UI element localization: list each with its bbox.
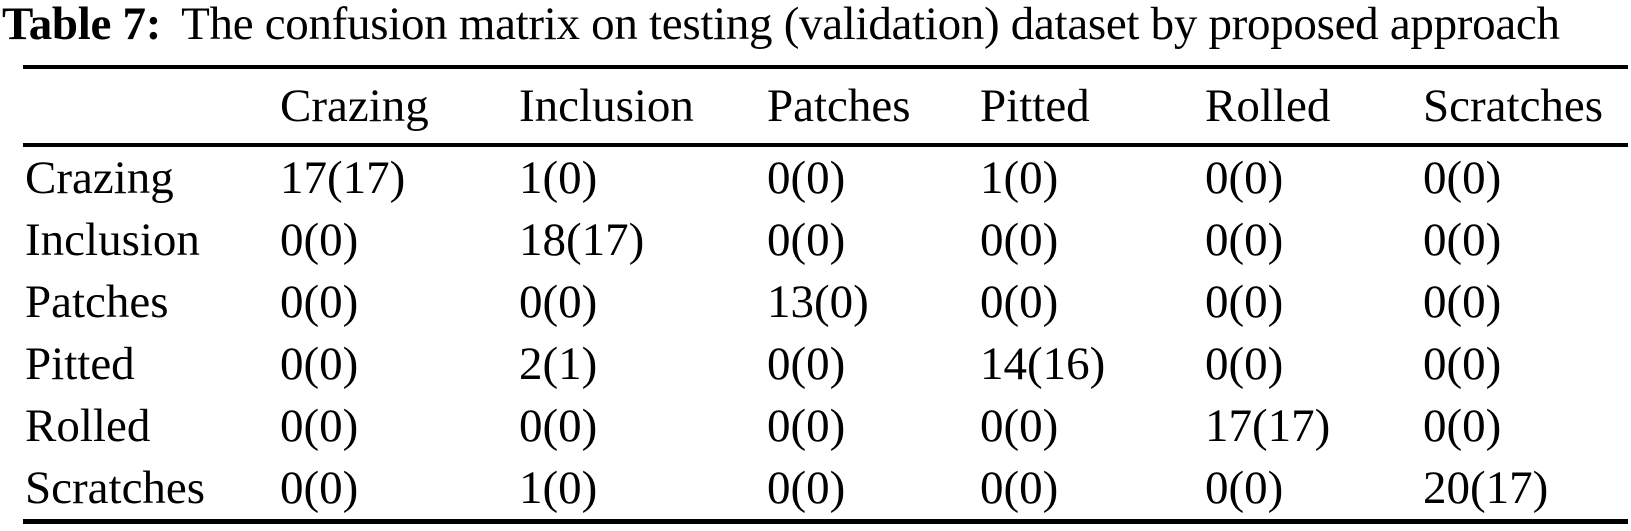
matrix-cell: 0(0) (1205, 214, 1284, 266)
column-header-rolled: Rolled (1205, 67, 1423, 147)
matrix-cell: 0(0) (1423, 276, 1502, 328)
matrix-cell: 0(0) (519, 400, 598, 452)
matrix-cell: 0(0) (1423, 338, 1502, 390)
matrix-cell: 18(17) (519, 214, 645, 266)
row-header-inclusion: Inclusion (25, 214, 200, 266)
matrix-cell: 0(0) (980, 400, 1059, 452)
table-row-inclusion: Inclusion 0(0) 18(17) 0(0) 0(0) 0(0) 0(0… (23, 209, 1628, 271)
matrix-cell: 17(17) (1205, 400, 1331, 452)
matrix-cell: 0(0) (980, 462, 1059, 514)
row-header-rolled: Rolled (25, 400, 151, 452)
matrix-cell: 0(0) (1423, 152, 1502, 204)
column-header-pitted: Pitted (980, 67, 1205, 147)
matrix-cell: 0(0) (519, 276, 598, 328)
matrix-cell: 0(0) (1205, 276, 1284, 328)
matrix-cell: 0(0) (1423, 214, 1502, 266)
matrix-cell: 0(0) (767, 152, 846, 204)
table-caption: Table 7: The confusion matrix on testing … (2, 0, 1560, 52)
table-caption-text: The confusion matrix on testing (validat… (181, 0, 1560, 50)
column-header-patches: Patches (767, 67, 980, 147)
matrix-cell: 0(0) (767, 462, 846, 514)
confusion-matrix-table: Crazing Inclusion Patches Pitted Rolled … (23, 65, 1628, 524)
row-header-pitted: Pitted (25, 338, 135, 390)
matrix-cell: 1(0) (519, 152, 598, 204)
matrix-cell: 1(0) (519, 462, 598, 514)
table-row-patches: Patches 0(0) 0(0) 13(0) 0(0) 0(0) 0(0) (23, 271, 1628, 333)
matrix-cell: 0(0) (280, 338, 359, 390)
matrix-cell: 0(0) (1423, 400, 1502, 452)
matrix-cell: 0(0) (1205, 152, 1284, 204)
matrix-cell: 14(16) (980, 338, 1106, 390)
matrix-cell: 0(0) (280, 276, 359, 328)
matrix-cell: 0(0) (767, 214, 846, 266)
row-header-scratches: Scratches (25, 462, 206, 514)
matrix-cell: 0(0) (280, 400, 359, 452)
matrix-cell: 0(0) (980, 214, 1059, 266)
matrix-cell: 1(0) (980, 152, 1059, 204)
matrix-cell: 0(0) (767, 338, 846, 390)
matrix-cell: 0(0) (280, 214, 359, 266)
column-header-crazing: Crazing (280, 67, 519, 147)
matrix-cell: 0(0) (767, 400, 846, 452)
column-header-empty (23, 67, 280, 147)
table-row-rolled: Rolled 0(0) 0(0) 0(0) 0(0) 17(17) 0(0) (23, 395, 1628, 457)
column-header-scratches: Scratches (1423, 67, 1628, 147)
header-row: Crazing Inclusion Patches Pitted Rolled … (23, 67, 1628, 147)
matrix-cell: 20(17) (1423, 462, 1549, 514)
row-header-patches: Patches (25, 276, 169, 328)
table-row-crazing: Crazing 17(17) 1(0) 0(0) 1(0) 0(0) 0(0) (23, 145, 1628, 209)
matrix-cell: 0(0) (1205, 462, 1284, 514)
row-header-crazing: Crazing (25, 152, 174, 204)
matrix-cell: 0(0) (980, 276, 1059, 328)
matrix-cell: 13(0) (767, 276, 869, 328)
matrix-cell: 17(17) (280, 152, 406, 204)
matrix-cell: 0(0) (1205, 338, 1284, 390)
matrix-cell: 2(1) (519, 338, 598, 390)
matrix-cell: 0(0) (280, 462, 359, 514)
column-header-inclusion: Inclusion (519, 67, 767, 147)
table-row-scratches: Scratches 0(0) 1(0) 0(0) 0(0) 0(0) 20(17… (23, 457, 1628, 522)
table-caption-number: Table 7: (2, 0, 162, 50)
table-row-pitted: Pitted 0(0) 2(1) 0(0) 14(16) 0(0) 0(0) (23, 333, 1628, 395)
